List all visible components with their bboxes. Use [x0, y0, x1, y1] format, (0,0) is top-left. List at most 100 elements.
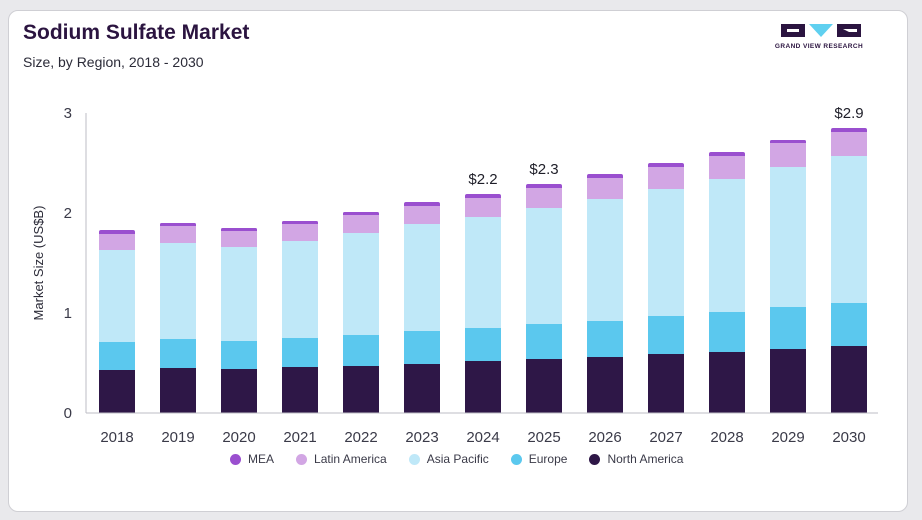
legend-swatch-icon	[296, 453, 308, 465]
bar-segment-north-america-2029	[770, 349, 806, 413]
y-tick-label: 3	[64, 105, 72, 122]
x-tick-label: 2023	[405, 429, 438, 446]
x-axis: 2018 2019 2020 2021 2022 2023 2024 2025 2026 2027…	[86, 412, 878, 446]
bar-segment-asia-pacific-2028	[709, 179, 745, 312]
bar-segment-north-america-2030	[831, 346, 867, 413]
y-tick-label: 1	[64, 305, 72, 322]
legend-item-asia-pacific[interactable]: Asia Pacific	[408, 452, 489, 466]
bar-segment-latin-america-2024	[465, 198, 501, 217]
bar-segment-north-america-2021	[282, 367, 318, 413]
legend-swatch-icon	[589, 453, 601, 465]
bar-segment-latin-america-2026	[587, 178, 623, 199]
bar-segment-europe-2023	[404, 331, 440, 364]
x-tick-label: 2022	[344, 429, 377, 446]
x-tick-label: 2019	[161, 429, 194, 446]
bar-segment-north-america-2023	[404, 364, 440, 413]
bar-segment-asia-pacific-2025	[526, 208, 562, 324]
x-tick-label: 2030	[832, 429, 865, 446]
legend-swatch-icon	[408, 453, 420, 465]
bar-segment-north-america-2018	[99, 370, 135, 413]
bar-segment-latin-america-2025	[526, 188, 562, 208]
y-axis: 0 1 2 3	[64, 105, 87, 422]
bar-segment-europe-2024	[465, 328, 501, 361]
bar-segment-europe-2026	[587, 321, 623, 357]
bar-segment-north-america-2025	[526, 359, 562, 413]
total-label-2025: $2.3	[529, 161, 558, 178]
bar-segment-asia-pacific-2020	[221, 247, 257, 341]
bar-segment-mea-2027	[648, 163, 684, 167]
total-annotations: $2.2 $2.3 $2.9	[468, 105, 863, 188]
bar-segment-europe-2029	[770, 307, 806, 349]
bar-segment-mea-2029	[770, 140, 806, 143]
x-tick-label: 2020	[222, 429, 255, 446]
x-tick-label: 2018	[100, 429, 133, 446]
total-label-2024: $2.2	[468, 171, 497, 188]
legend-item-latin-america[interactable]: Latin America	[296, 452, 387, 466]
x-tick-label: 2026	[588, 429, 621, 446]
x-tick-label: 2029	[771, 429, 804, 446]
legend-swatch-icon	[230, 453, 241, 465]
legend-swatch-icon	[510, 453, 522, 465]
bar-segment-latin-america-2029	[770, 143, 806, 167]
bar-segment-latin-america-2021	[282, 224, 318, 241]
bar-segment-asia-pacific-2023	[404, 224, 440, 331]
legend-label: North America	[607, 452, 684, 466]
bar-segment-asia-pacific-2019	[160, 243, 196, 339]
bar-segment-europe-2025	[526, 324, 562, 359]
bar-segment-asia-pacific-2022	[343, 233, 379, 335]
bar-segment-mea-2023	[404, 202, 440, 206]
x-tick-label: 2028	[710, 429, 743, 446]
legend-item-north-america[interactable]: North America	[589, 452, 683, 466]
bar-segment-asia-pacific-2027	[648, 189, 684, 316]
bar-segment-mea-2028	[709, 152, 745, 156]
grand-view-research-logo: GRAND VIEW RESEARCH	[773, 22, 865, 62]
bar-segment-north-america-2027	[648, 354, 684, 413]
chart-subtitle: Size, by Region, 2018 - 2030	[23, 54, 204, 70]
legend-label: Asia Pacific	[426, 452, 489, 466]
y-axis-label: Market Size (US$B)	[31, 206, 46, 321]
legend-item-mea[interactable]: MEA	[230, 452, 274, 466]
chart-title: Sodium Sulfate Market	[23, 21, 250, 44]
total-label-2030: $2.9	[834, 105, 863, 122]
bar-segment-latin-america-2019	[160, 226, 196, 243]
bar-segment-asia-pacific-2018	[99, 250, 135, 342]
bar-segment-europe-2018	[99, 342, 135, 370]
bar-segment-north-america-2022	[343, 366, 379, 413]
bar-segment-mea-2024	[465, 194, 501, 198]
bar-segment-latin-america-2030	[831, 132, 867, 156]
bar-segment-europe-2027	[648, 316, 684, 354]
x-tick-label: 2025	[527, 429, 560, 446]
bar-segment-north-america-2024	[465, 361, 501, 413]
bar-segment-europe-2022	[343, 335, 379, 366]
bar-segment-asia-pacific-2029	[770, 167, 806, 307]
x-tick-label: 2027	[649, 429, 682, 446]
bar-segment-mea-2019	[160, 223, 196, 226]
bar-segment-latin-america-2027	[648, 167, 684, 189]
bar-segment-europe-2020	[221, 341, 257, 369]
y-tick-label: 2	[64, 205, 72, 222]
bar-segment-mea-2025	[526, 184, 562, 188]
bar-segment-mea-2021	[282, 221, 318, 224]
bar-segment-europe-2019	[160, 339, 196, 368]
bar-segment-europe-2028	[709, 312, 745, 352]
bar-segment-europe-2021	[282, 338, 318, 367]
bar-segment-north-america-2028	[709, 352, 745, 413]
logo-mark-icon	[781, 24, 861, 37]
bars-group	[99, 128, 867, 413]
bar-segment-mea-2020	[221, 228, 257, 231]
legend-label: Europe	[528, 452, 568, 466]
y-tick-label: 0	[64, 405, 72, 422]
legend-label: MEA	[248, 452, 275, 466]
chart-legend: MEA Latin America Asia Pacific Europe North …	[230, 452, 705, 466]
chart-card	[8, 10, 908, 512]
bar-segment-mea-2026	[587, 174, 623, 178]
bar-segment-latin-america-2020	[221, 231, 257, 247]
legend-item-europe[interactable]: Europe	[510, 452, 568, 466]
bar-segment-latin-america-2022	[343, 215, 379, 233]
bar-segment-asia-pacific-2021	[282, 241, 318, 338]
bar-segment-mea-2022	[343, 212, 379, 215]
legend-label: Latin America	[314, 452, 387, 466]
bar-segment-asia-pacific-2024	[465, 217, 501, 328]
bar-segment-latin-america-2023	[404, 206, 440, 224]
